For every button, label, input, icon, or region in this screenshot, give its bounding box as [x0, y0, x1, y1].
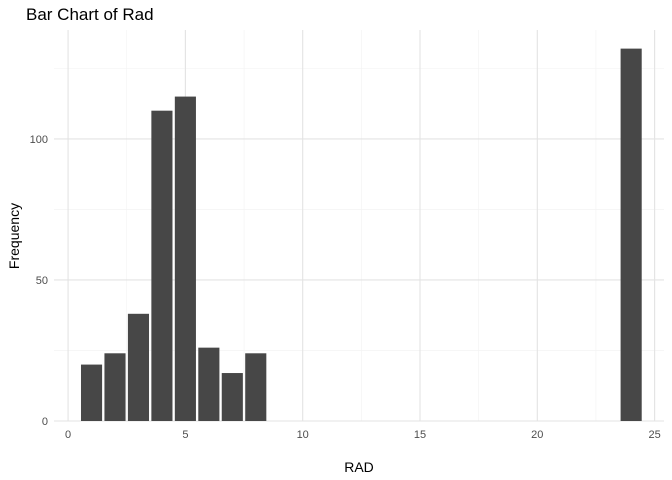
bar-rad-1: [80, 364, 103, 421]
y-tick-label: 100: [30, 134, 48, 146]
x-tick-labels: 0 5 10 15 20 25: [65, 429, 661, 441]
bar-rad-5: [174, 96, 196, 421]
y-axis-title: Frequency: [6, 203, 22, 269]
y-tick-label: 50: [36, 275, 48, 287]
x-tick-label: 25: [648, 429, 660, 441]
x-tick-label: 10: [297, 429, 309, 441]
x-tick-label: 20: [531, 429, 543, 441]
bar-rad-7: [221, 373, 243, 421]
bar-rad-2: [104, 353, 126, 421]
x-axis-title: RAD: [344, 459, 374, 475]
x-tick-label: 0: [65, 429, 71, 441]
chart-title: Bar Chart of Rad: [26, 5, 154, 24]
x-tick-label: 5: [182, 429, 188, 441]
y-tick-label: 0: [42, 416, 48, 428]
bars: [80, 48, 642, 421]
bar-rad-4: [151, 110, 173, 421]
bar-rad-8: [245, 353, 267, 421]
y-tick-labels: 0 50 100: [30, 134, 48, 428]
bar-rad-6: [198, 347, 220, 421]
x-tick-label: 15: [414, 429, 426, 441]
bar-rad-24: [620, 48, 642, 421]
bar-rad-3: [127, 313, 150, 421]
